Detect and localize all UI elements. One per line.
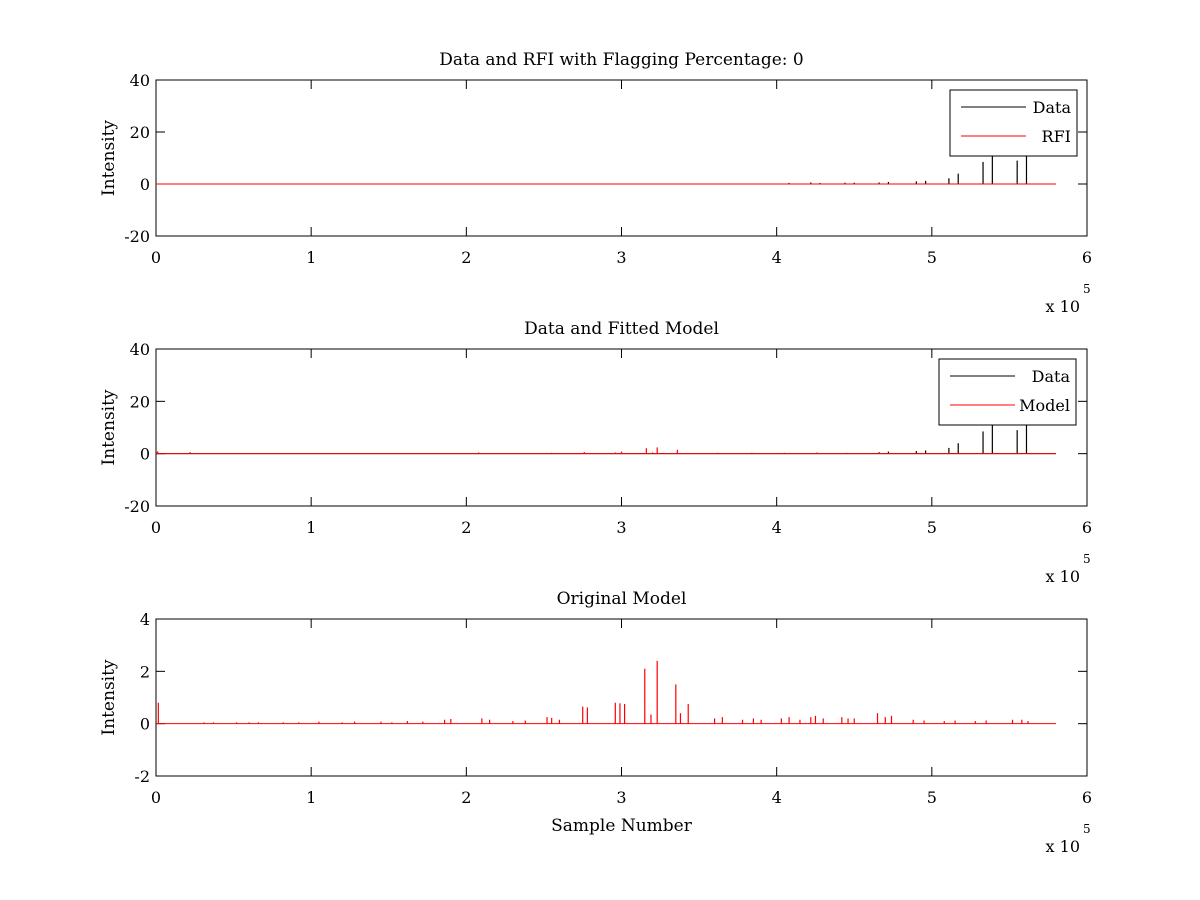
x-tick-label: 6: [1082, 788, 1092, 807]
x-tick-label: 1: [306, 248, 316, 267]
x-multiplier-exponent: 5: [1083, 282, 1091, 296]
x-multiplier-exponent: 5: [1083, 552, 1091, 566]
x-tick-label: 3: [616, 248, 626, 267]
plot-area: [155, 79, 1088, 237]
x-tick-label: 3: [616, 518, 626, 537]
x-tick-label: 1: [306, 518, 316, 537]
y-tick-label: -2: [134, 767, 150, 786]
y-tick-label: 4: [140, 610, 150, 629]
x-tick-label: 4: [772, 518, 782, 537]
x-axis-label: Sample Number: [551, 816, 693, 836]
y-tick-label: 0: [140, 175, 150, 194]
y-tick-label: -20: [124, 497, 150, 516]
x-tick-label: 6: [1082, 518, 1092, 537]
chart-title: Original Model: [557, 589, 687, 609]
x-tick-label: 0: [151, 788, 161, 807]
series-model: [156, 660, 1056, 725]
x-multiplier: x 105: [1046, 282, 1091, 316]
y-tick-label: 20: [130, 392, 150, 411]
legend: Data Model: [938, 358, 1077, 426]
legend-box: [949, 89, 1078, 157]
legend-label: Data: [1033, 98, 1072, 117]
x-tick-label: 0: [151, 248, 161, 267]
x-tick-label: 4: [772, 248, 782, 267]
legend-label: Model: [1019, 396, 1070, 415]
y-tick-label: 0: [140, 445, 150, 464]
x-tick-label: 2: [461, 248, 471, 267]
x-tick-label: 2: [461, 518, 471, 537]
x-tick-label: 5: [927, 248, 937, 267]
legend-box: [938, 358, 1077, 426]
y-tick-label: 40: [130, 340, 150, 359]
x-tick-label: 5: [927, 788, 937, 807]
x-tick-label: 3: [616, 788, 626, 807]
x-multiplier-base: x 10: [1046, 837, 1080, 856]
series-model: [156, 447, 1056, 455]
y-tick-label: 2: [140, 662, 150, 681]
x-tick-label: 0: [151, 518, 161, 537]
x-tick-label: 4: [772, 788, 782, 807]
y-tick-label: 40: [130, 71, 150, 90]
y-tick-label: -20: [124, 227, 150, 246]
x-tick-label: 6: [1082, 248, 1092, 267]
x-multiplier-base: x 10: [1046, 297, 1080, 316]
x-tick-label: 5: [927, 518, 937, 537]
chart-title: Data and Fitted Model: [524, 319, 719, 339]
plot-area: [155, 348, 1088, 507]
x-multiplier-base: x 10: [1046, 567, 1080, 586]
chart-title: Data and RFI with Flagging Percentage: 0: [439, 50, 803, 70]
chart-panel-1: Data and RFI with Flagging Percentage: 0…: [99, 50, 1092, 316]
y-tick-label: 0: [140, 715, 150, 734]
legend: Data RFI: [949, 89, 1078, 157]
x-tick-label: 1: [306, 788, 316, 807]
x-multiplier: x 105: [1046, 822, 1091, 856]
y-axis-label: Intensity: [99, 659, 119, 735]
x-multiplier: x 105: [1046, 552, 1091, 586]
y-axis-label: Intensity: [99, 120, 119, 196]
legend-label: Data: [1032, 367, 1071, 386]
x-multiplier-exponent: 5: [1083, 822, 1091, 836]
legend-label: RFI: [1042, 127, 1071, 146]
y-axis-label: Intensity: [99, 389, 119, 465]
y-tick-label: 20: [130, 123, 150, 142]
plot-area: [155, 618, 1088, 777]
x-tick-label: 2: [461, 788, 471, 807]
